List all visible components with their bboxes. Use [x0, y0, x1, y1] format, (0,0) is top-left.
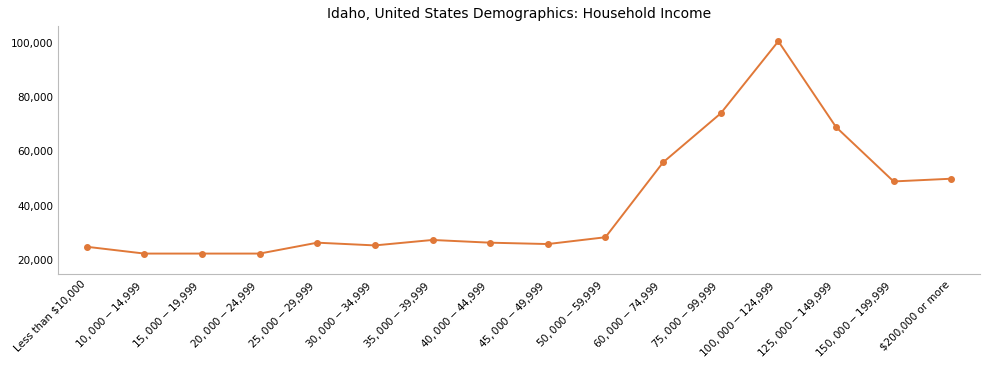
Title: Idaho, United States Demographics: Household Income: Idaho, United States Demographics: House… [326, 7, 710, 21]
